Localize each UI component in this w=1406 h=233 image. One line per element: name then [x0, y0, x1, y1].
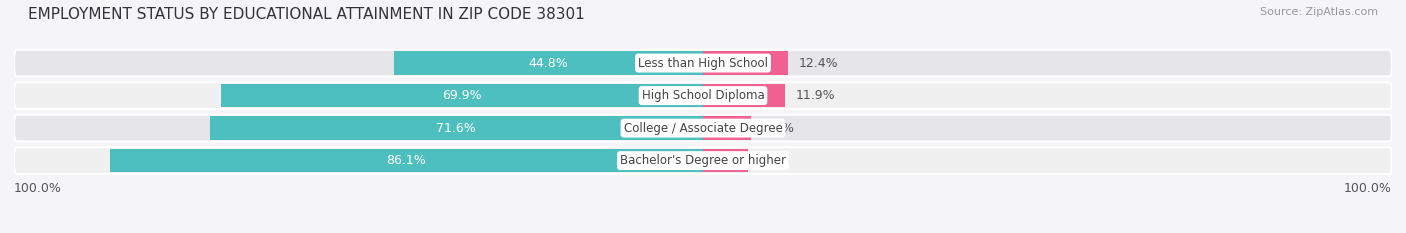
Legend: In Labor Force, Unemployed: In Labor Force, Unemployed	[586, 229, 820, 233]
Text: College / Associate Degree: College / Associate Degree	[624, 122, 782, 135]
Bar	[394, 51, 703, 75]
Text: 100.0%: 100.0%	[14, 182, 62, 195]
Bar	[703, 116, 751, 140]
Text: 71.6%: 71.6%	[436, 122, 477, 135]
Bar	[703, 51, 789, 75]
Text: Source: ZipAtlas.com: Source: ZipAtlas.com	[1260, 7, 1378, 17]
Text: 69.9%: 69.9%	[443, 89, 482, 102]
Text: 6.5%: 6.5%	[758, 154, 790, 167]
FancyBboxPatch shape	[14, 147, 1392, 174]
Text: EMPLOYMENT STATUS BY EDUCATIONAL ATTAINMENT IN ZIP CODE 38301: EMPLOYMENT STATUS BY EDUCATIONAL ATTAINM…	[28, 7, 585, 22]
Text: 11.9%: 11.9%	[796, 89, 835, 102]
Text: 7.0%: 7.0%	[762, 122, 793, 135]
Text: 12.4%: 12.4%	[799, 57, 838, 70]
Text: Bachelor's Degree or higher: Bachelor's Degree or higher	[620, 154, 786, 167]
Text: 44.8%: 44.8%	[529, 57, 568, 70]
Bar	[221, 84, 703, 107]
Text: 100.0%: 100.0%	[1344, 182, 1392, 195]
FancyBboxPatch shape	[14, 50, 1392, 76]
Text: 86.1%: 86.1%	[387, 154, 426, 167]
Bar	[703, 84, 785, 107]
Bar	[209, 116, 703, 140]
FancyBboxPatch shape	[14, 82, 1392, 109]
Text: Less than High School: Less than High School	[638, 57, 768, 70]
FancyBboxPatch shape	[14, 115, 1392, 141]
Bar	[110, 149, 703, 172]
Bar	[703, 149, 748, 172]
Text: High School Diploma: High School Diploma	[641, 89, 765, 102]
